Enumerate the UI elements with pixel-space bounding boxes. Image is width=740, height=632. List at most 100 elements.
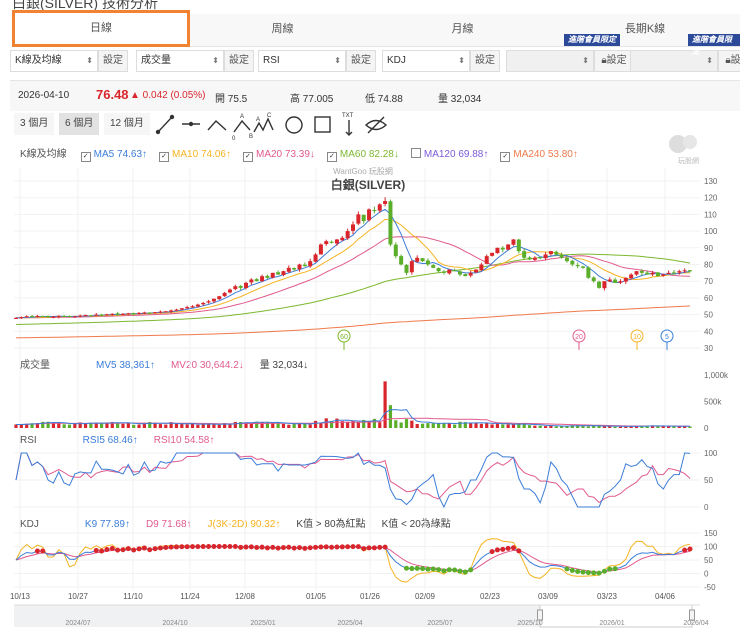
ma-checkbox[interactable]: ✓ [159,152,170,162]
range-6m-button[interactable]: 6 個月 [59,113,100,135]
range-3m-button[interactable]: 3 個月 [14,113,55,135]
abc-wave-tool-icon[interactable]: A 0 B [232,114,253,140]
candle-body [244,282,249,288]
select-value: 成交量 [141,55,171,66]
indicator-select[interactable]: ⬍ [630,50,718,72]
candle-body [308,261,313,267]
price-tick-label: 50 [704,311,713,320]
rsi-tick-label: 100 [704,449,718,458]
candle-body [260,276,265,282]
volume-bar [672,426,676,428]
hide-drawings-icon[interactable] [364,116,388,134]
kdj-red-dot [494,547,500,553]
indicator-select[interactable]: 成交量 ⬍ [136,50,224,72]
candle-body [564,257,569,262]
volume-bar [533,425,537,428]
indicator-select[interactable]: KDJ ⬍ [382,50,470,72]
candle-body [532,257,537,260]
tab-monthly[interactable]: 月線 [375,14,550,47]
candle-body [377,204,382,211]
range-12m-button[interactable]: 12 個月 [104,113,150,135]
candle-body [479,264,484,271]
candle-body [249,279,254,283]
kdj-red-dot [682,547,688,553]
abcd-wave-tool-icon[interactable]: AC [253,113,274,133]
rectangle-tool-icon[interactable] [314,116,331,133]
volume-bar [436,423,441,428]
rsi5-line [15,452,691,509]
kdj-tick-label: 150 [704,529,718,538]
settings-button[interactable]: 設定 [470,50,500,72]
kdj-red-dot [238,544,244,550]
navigator-handle[interactable] [537,609,543,621]
kdj-red-dot [131,547,137,553]
kdj-red-dot [243,544,249,550]
circle-tool-icon[interactable] [285,116,303,134]
candle-body [372,210,377,212]
candle-body [51,316,56,318]
candle-body [190,306,195,308]
kdj-red-dot [163,544,169,550]
volume-bar [276,422,280,428]
line-tool-icon[interactable] [155,114,175,135]
legend-item: K值 < 20為綠點 [381,519,451,530]
ma-marker-label: 60 [340,334,348,341]
volume-bar [624,426,628,428]
candle-body [56,315,61,317]
ma-checkbox[interactable]: ✓ [326,152,337,162]
horizontal-line-tool-icon[interactable] [182,121,200,127]
candle-body [351,224,355,231]
kdj-green-dot [585,570,591,576]
settings-button[interactable]: 設定 [224,50,254,72]
volume-bar [239,422,243,428]
settings-button[interactable]: 🔒︎設定 [718,50,740,72]
ma-marker [572,329,586,343]
angle-tool-icon[interactable] [207,120,227,131]
tab-label: 月線 [451,23,474,35]
candle-body [383,201,388,204]
settings-button[interactable]: 設定 [98,50,128,72]
indicator-select[interactable]: RSI ⬍ [258,50,346,72]
volume-bar [25,423,29,428]
candle-body [120,313,125,315]
navigator-handle[interactable] [689,609,695,621]
volume-bar [303,423,307,428]
candle-body [222,292,227,297]
ma-checkbox[interactable]: ✓ [242,152,253,162]
candle-body [40,315,45,317]
kdj-green-dot [403,565,409,571]
candle-body [597,281,602,288]
ma-checkbox[interactable] [410,148,421,158]
svg-text:TXT: TXT [342,113,354,119]
ma-checkbox[interactable]: ✓ [80,152,91,162]
settings-label: 設定 [475,55,495,66]
chevron-updown-icon: ⬍ [706,56,713,65]
legend-item: MA60 82.28↓ [339,149,399,160]
volume-bar [35,423,39,428]
candle-body [650,272,655,275]
volume-bar [158,424,163,428]
indicator-select[interactable]: K線及均線 ⬍ [10,50,98,72]
indicator-select[interactable]: ⬍ [506,50,594,72]
text-arrow-tool-icon[interactable]: TXT [342,113,354,136]
candle-body [420,258,425,262]
volume-bar [73,423,77,428]
kdj-red-dot [211,544,217,550]
candle-body [30,316,35,318]
candle-body [409,261,414,273]
candle-body [506,244,511,250]
volume-bar [297,422,302,428]
volume-bar [581,425,585,428]
kdj-tick-label: 100 [704,543,718,552]
tab-label: 日線 [90,22,112,34]
candle-body [233,286,238,290]
volume-bar [212,424,216,428]
settings-button[interactable]: 設定 [346,50,376,72]
volume-bar [94,423,98,428]
navigator-tick-label: 2026/01 [599,620,624,627]
tab-daily[interactable]: 日線 [12,10,190,47]
tab-weekly[interactable]: 周線 [190,14,375,47]
settings-button[interactable]: 🔒︎設定 [594,50,634,72]
ma-checkbox[interactable]: ✓ [500,152,511,162]
